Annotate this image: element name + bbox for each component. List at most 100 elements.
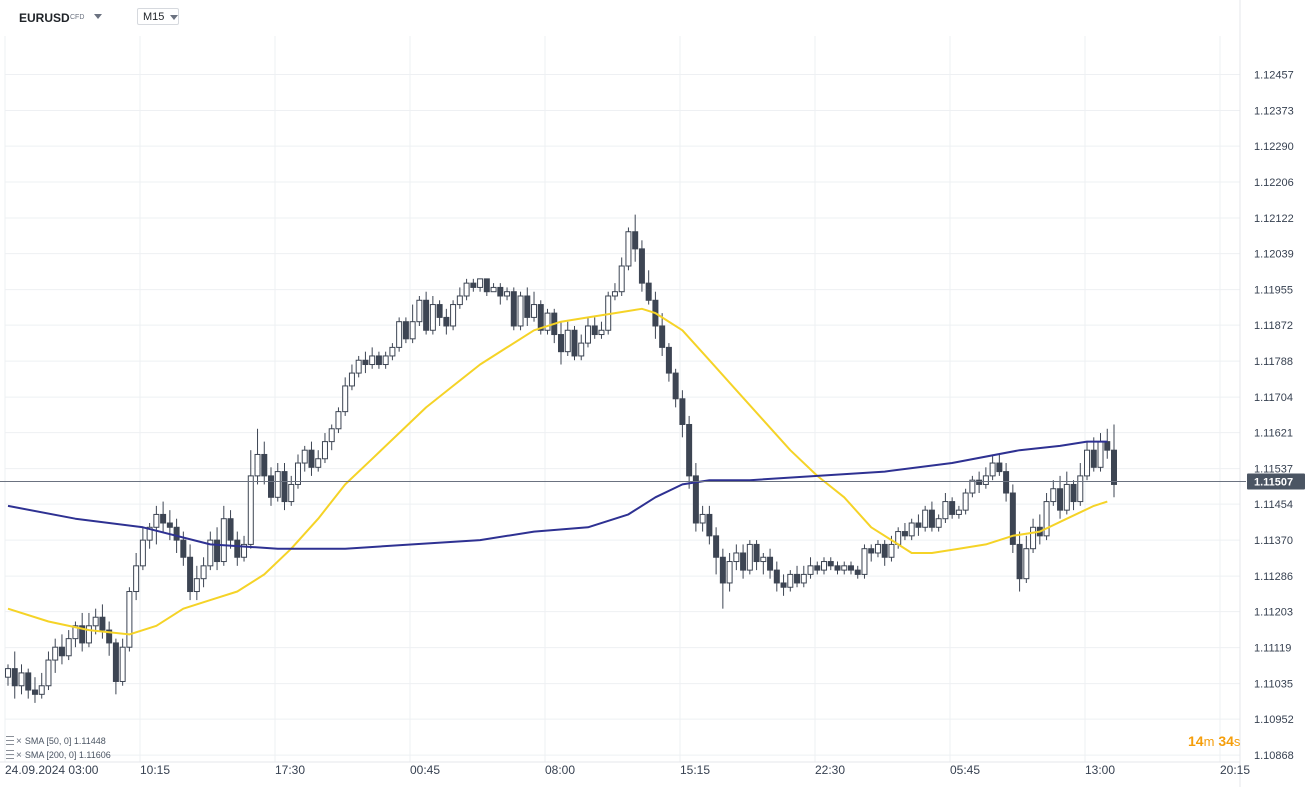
candle-bullish (65, 638, 72, 657)
candle-bullish (821, 561, 828, 571)
candle-countdown: 14m 34s (1188, 733, 1240, 749)
candle-bullish (733, 552, 740, 563)
chevron-down-icon (170, 15, 178, 20)
candle-bearish (1090, 449, 1097, 468)
legend-value: 1.11606 (78, 750, 111, 760)
x-tick-label: 17:30 (275, 763, 305, 777)
sma-200-line (7, 440, 1108, 550)
candle-bullish (531, 304, 538, 318)
candle-bullish (254, 453, 261, 477)
y-tick-label: 1.11454 (1254, 499, 1293, 511)
candle-bearish (591, 325, 598, 336)
candle-bullish (726, 561, 733, 584)
legend-value: 1.11448 (73, 736, 106, 746)
x-tick-label: 20:15 (1220, 763, 1250, 777)
timeframe-select[interactable]: M15 (137, 8, 179, 25)
countdown-seconds: 34 (1218, 733, 1234, 749)
x-tick-label: 10:15 (140, 763, 170, 777)
candle-bullish (611, 291, 618, 297)
y-tick-label: 1.11119 (1254, 643, 1291, 655)
candle-bullish (396, 321, 403, 348)
candle-bearish (915, 522, 922, 528)
countdown-minutes: 14 (1188, 733, 1204, 749)
candle-bullish (760, 556, 767, 563)
candle-bullish (922, 509, 929, 528)
instrument-type: CFD (70, 14, 85, 21)
y-tick-label: 1.12122 (1254, 213, 1294, 225)
candle-bullish (5, 668, 11, 678)
candle-bearish (881, 543, 888, 558)
y-tick-label: 1.11370 (1254, 535, 1293, 547)
candle-bearish (949, 501, 956, 515)
last-price-badge (1247, 473, 1305, 490)
candle-bearish (773, 569, 780, 584)
candle-bullish (193, 578, 200, 593)
candle-bullish (241, 543, 248, 558)
candle-bearish (470, 282, 477, 288)
candle-bearish (814, 565, 821, 571)
candle-bullish (1084, 449, 1091, 477)
candle-bearish (706, 513, 713, 537)
candle-bullish (874, 543, 881, 554)
symbol-dropdown-icon[interactable] (94, 14, 102, 19)
candle-bullish (382, 355, 389, 366)
candle-bullish (119, 646, 126, 682)
candle-bullish (274, 471, 281, 498)
candle-bearish (443, 316, 450, 327)
candle-bullish (416, 299, 423, 323)
candle-bullish (861, 548, 868, 575)
candle-bullish (294, 462, 301, 485)
candle-bearish (308, 449, 315, 468)
symbol-name[interactable]: EURUSD (19, 11, 70, 25)
y-tick-label: 1.11286 (1254, 571, 1293, 583)
candle-bullish (517, 295, 524, 327)
candle-bullish (139, 539, 146, 567)
candle-bullish (355, 359, 362, 374)
candle-bearish (692, 475, 699, 524)
y-tick-label: 1.11537 (1254, 464, 1293, 476)
candle-bullish (85, 625, 92, 644)
candle-bearish (234, 539, 241, 558)
legend-item-sma50[interactable]: × SMA [50, 0] 1.11448 (6, 735, 106, 747)
candle-bullish (841, 565, 848, 571)
candle-bearish (79, 625, 86, 644)
close-icon[interactable]: × (16, 750, 22, 761)
candle-bullish (301, 449, 308, 464)
candle-bearish (510, 291, 517, 327)
candle-bearish (571, 329, 578, 357)
candle-bearish (1009, 492, 1016, 545)
candle-bullish (625, 231, 632, 267)
candle-bearish (362, 359, 369, 366)
y-tick-label: 1.12039 (1254, 249, 1294, 261)
candle-bullish (456, 295, 463, 306)
x-tick-label: 13:00 (1085, 763, 1115, 777)
candle-bearish (847, 565, 854, 571)
y-tick-label: 1.11035 (1254, 679, 1293, 691)
legend-item-sma200[interactable]: × SMA [200, 0] 1.11606 (6, 749, 111, 761)
countdown-minutes-unit: m (1203, 734, 1215, 749)
candle-bullish (1043, 501, 1050, 537)
candle-bullish (584, 325, 591, 344)
candle-bearish (483, 278, 490, 293)
y-tick-label: 1.12290 (1254, 141, 1294, 153)
candle-bullish (490, 286, 497, 293)
candle-bearish (780, 582, 787, 588)
candle-bullish (247, 475, 254, 545)
candle-bearish (672, 372, 679, 400)
candle-bullish (989, 462, 996, 477)
settings-lines-icon[interactable] (6, 736, 14, 745)
candle-bearish (679, 398, 686, 425)
candle-bearish (375, 355, 382, 366)
candle-bearish (1104, 441, 1111, 451)
candle-bearish (901, 531, 908, 537)
close-icon[interactable]: × (16, 736, 22, 747)
candle-bearish (227, 518, 234, 541)
candle-bearish (868, 548, 875, 554)
candle-bearish (112, 642, 119, 682)
candle-bullish (342, 385, 349, 413)
y-tick-label: 1.10868 (1254, 750, 1294, 762)
candle-bullish (45, 659, 52, 687)
candle-bullish (200, 565, 207, 580)
settings-lines-icon[interactable] (6, 750, 14, 759)
